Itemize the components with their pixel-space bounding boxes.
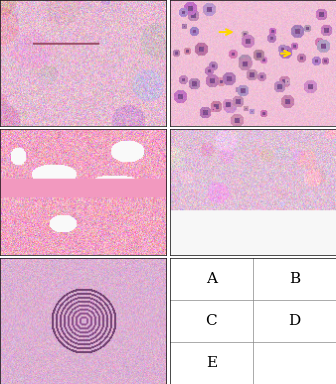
Text: C: C — [205, 314, 217, 328]
Text: B: B — [289, 272, 300, 286]
Text: D: D — [288, 314, 300, 328]
Text: A: A — [206, 272, 217, 286]
Text: E: E — [206, 356, 217, 370]
